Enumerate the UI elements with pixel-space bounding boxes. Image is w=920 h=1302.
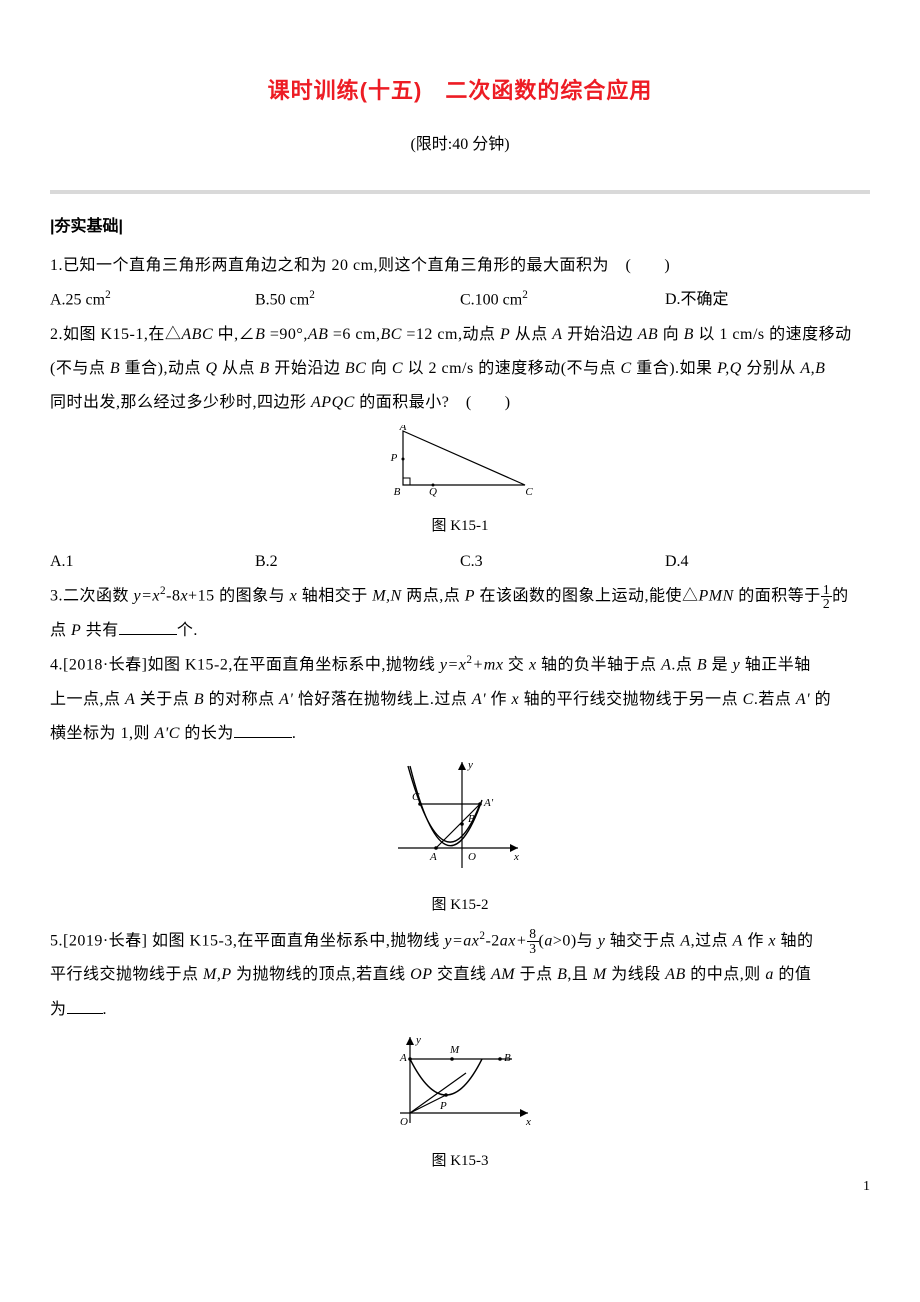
q2-opt-d: D.4	[665, 547, 870, 577]
svg-text:Q: Q	[429, 486, 437, 497]
q2-opt-a: A.1	[50, 547, 255, 577]
svg-text:A: A	[399, 1052, 407, 1064]
svg-text:A': A'	[483, 797, 494, 809]
svg-text:A: A	[399, 425, 407, 433]
blank-input	[67, 998, 103, 1013]
svg-text:x: x	[513, 851, 519, 863]
figure-k15-2-caption: 图 K15-2	[50, 891, 870, 920]
svg-text:P: P	[390, 452, 398, 464]
svg-text:C: C	[525, 486, 533, 497]
figure-k15-2: C A' B A O x y	[50, 756, 870, 887]
q1-opt-c: C.100 cm2	[460, 285, 665, 316]
svg-text:C: C	[412, 791, 420, 803]
time-limit: (限时:40 分钟)	[50, 130, 870, 160]
question-5-line2: 平行线交抛物线于点 M,P 为抛物线的顶点,若直线 OP 交直线 AM 于点 B…	[50, 960, 870, 990]
question-2-line3: 同时出发,那么经过多少秒时,四边形 APQC 的面积最小? ( )	[50, 388, 870, 418]
question-2-line2: (不与点 B 重合),动点 Q 从点 B 开始沿边 BC 向 C 以 2 cm/…	[50, 354, 870, 384]
question-3-line1: 3.二次函数 y=x2-8x+15 的图象与 x 轴相交于 M,N 两点,点 P…	[50, 581, 870, 612]
figure-k15-3: A M B P O x y	[50, 1031, 870, 1142]
svg-text:y: y	[467, 759, 473, 771]
page-number: 1	[863, 1174, 870, 1201]
blank-input	[119, 619, 177, 634]
q1-opt-b: B.50 cm2	[255, 285, 460, 316]
figure-k15-1: A P B Q C	[50, 425, 870, 508]
svg-text:x: x	[525, 1116, 531, 1128]
question-4-line2: 上一点,点 A 关于点 B 的对称点 A' 恰好落在抛物线上.过点 A' 作 x…	[50, 685, 870, 715]
figure-k15-3-caption: 图 K15-3	[50, 1147, 870, 1176]
question-5-line3: 为.	[50, 995, 870, 1025]
divider	[50, 190, 870, 194]
question-4-line3: 横坐标为 1,则 A'C 的长为.	[50, 719, 870, 749]
question-2-line1: 2.如图 K15-1,在△ABC 中,∠B =90°,AB =6 cm,BC =…	[50, 320, 870, 350]
q2-opt-c: C.3	[460, 547, 665, 577]
question-1-stem: 1.已知一个直角三角形两直角边之和为 20 cm,则这个直角三角形的最大面积为 …	[50, 251, 870, 281]
svg-text:B: B	[394, 486, 401, 497]
q1-opt-a: A.25 cm2	[50, 285, 255, 316]
svg-text:O: O	[468, 851, 476, 863]
svg-text:B: B	[468, 813, 475, 825]
svg-text:M: M	[449, 1044, 460, 1056]
q2-opt-b: B.2	[255, 547, 460, 577]
question-2-options: A.1 B.2 C.3 D.4	[50, 547, 870, 577]
svg-text:O: O	[400, 1116, 408, 1128]
svg-text:P: P	[439, 1100, 447, 1112]
blank-input	[234, 723, 292, 738]
section-heading: |夯实基础|	[50, 212, 870, 242]
figure-k15-1-caption: 图 K15-1	[50, 512, 870, 541]
svg-text:y: y	[415, 1034, 421, 1046]
lesson-title: 课时训练(十五) 二次函数的综合应用	[50, 70, 870, 112]
question-3-line2: 点 P 共有个.	[50, 616, 870, 646]
q1-opt-d: D.不确定	[665, 285, 870, 316]
question-5-line1: 5.[2019·长春] 如图 K15-3,在平面直角坐标系中,抛物线 y=ax2…	[50, 926, 870, 957]
svg-text:B: B	[504, 1052, 511, 1064]
svg-text:A: A	[429, 851, 437, 863]
question-4-line1: 4.[2018·长春]如图 K15-2,在平面直角坐标系中,抛物线 y=x2+m…	[50, 650, 870, 681]
question-1-options: A.25 cm2 B.50 cm2 C.100 cm2 D.不确定	[50, 285, 870, 316]
